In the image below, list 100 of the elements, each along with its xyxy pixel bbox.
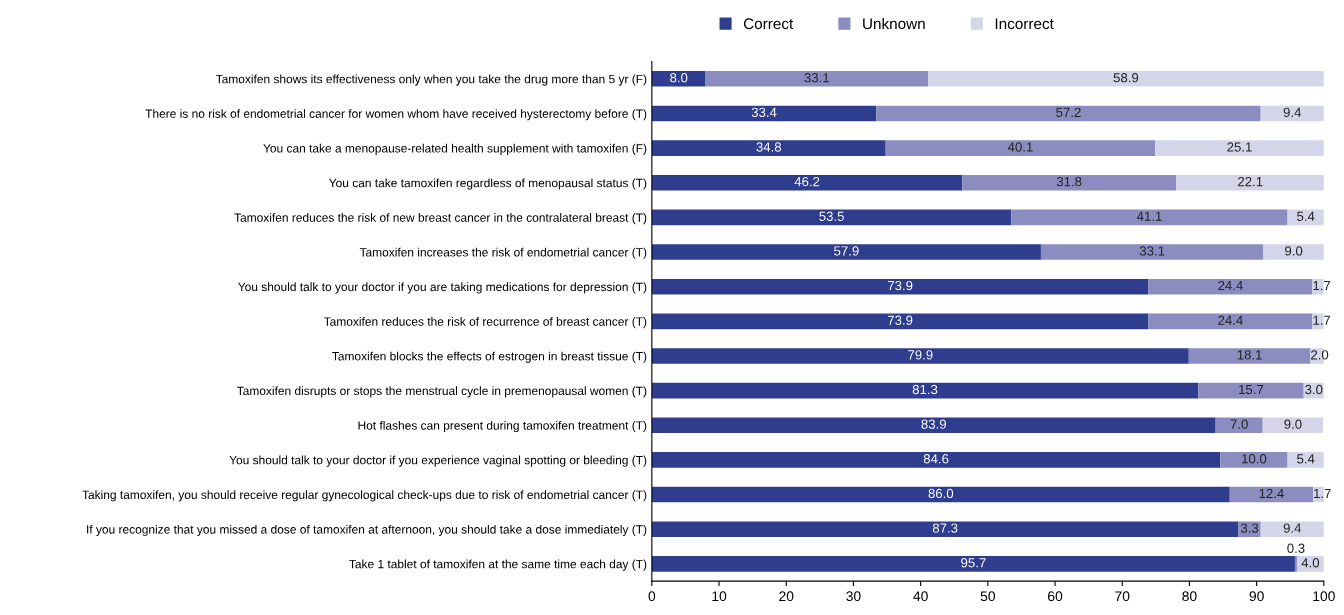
data-label: 46.2 (794, 176, 820, 187)
bar (1148, 278, 1313, 295)
data-label: 25.1 (1227, 142, 1252, 152)
y-tick-label: Tamoxifen blocks the effects of estrogen in breast tissue (T) (332, 351, 647, 363)
bar (651, 174, 963, 191)
x-tick-label: 50 (980, 591, 996, 602)
bar (1215, 417, 1263, 434)
y-tick-label: Tamoxifen shows its effectiveness only when you take the drug more than 5 yr (F) (215, 74, 647, 86)
bar (1287, 452, 1324, 468)
bar (1262, 417, 1324, 434)
x-tick-label: 10 (712, 591, 727, 602)
bar (885, 140, 1156, 156)
legend-label: Correct (743, 18, 794, 30)
bar (651, 486, 1230, 503)
data-label: 73.9 (887, 315, 913, 325)
data-label: 1.7 (1313, 281, 1331, 291)
x-tick-label: 90 (1249, 591, 1264, 602)
bar (651, 71, 706, 87)
bar (651, 417, 1216, 434)
bar (1229, 486, 1314, 503)
y-tick-label: Hot flashes can present during tamoxifen treatment (T) (358, 420, 647, 433)
y-tick-label: You should talk to your doctor if you experience vaginal spotting or bleeding (T) (229, 455, 647, 467)
y-tick-label: You should talk to your doctor if you are taking medications for depression (T) (238, 282, 647, 294)
data-label: 9.4 (1283, 523, 1302, 533)
bar (1263, 244, 1324, 260)
bar (651, 382, 1199, 399)
data-label: 12.4 (1259, 488, 1284, 498)
data-label: 34.8 (756, 142, 782, 152)
data-label: 57.2 (1056, 107, 1081, 118)
bar (1155, 140, 1324, 156)
bar (1188, 348, 1311, 364)
data-label: 18.1 (1237, 350, 1262, 360)
y-tick-label: Tamoxifen reduces the risk of new breast cancer in the contralateral breast (T) (234, 213, 647, 225)
bar (876, 105, 1261, 122)
data-label: 33.1 (804, 73, 830, 83)
bar (651, 521, 1239, 537)
data-label: 83.9 (921, 419, 946, 429)
data-label: 9.4 (1283, 107, 1302, 118)
data-label: 73.9 (887, 280, 913, 291)
data-label: 87.3 (932, 523, 958, 533)
bar (1238, 521, 1261, 537)
y-tick-label: Taking tamoxifen, you should receive regular gynecological check-ups due to risk of endometrial cancer (T) (82, 490, 647, 502)
bar (651, 244, 1041, 260)
y-tick-label: Tamoxifen increases the risk of endometrial cancer (T) (359, 247, 647, 259)
bar (651, 140, 886, 156)
bar (962, 174, 1176, 191)
data-label: 0.3 (1287, 543, 1305, 553)
data-label: 53.5 (819, 211, 844, 221)
bar (1220, 452, 1288, 468)
data-label: 1.7 (1314, 488, 1331, 498)
x-tick-label: 80 (1182, 591, 1197, 602)
data-label: 3.3 (1240, 523, 1259, 533)
data-label: 24.4 (1218, 315, 1243, 325)
data-label: 15.7 (1239, 384, 1264, 395)
data-label: 84.6 (923, 454, 949, 464)
bar (651, 209, 1012, 226)
x-tick-label: 100 (1313, 591, 1335, 602)
bar (1176, 174, 1324, 191)
data-label: 58.9 (1113, 73, 1139, 83)
bar (1260, 521, 1324, 537)
y-tick-label: You can take tamoxifen regardless of menopausal status (T) (329, 178, 647, 190)
x-tick-label: 20 (779, 591, 794, 602)
data-label: 40.1 (1007, 142, 1033, 152)
x-tick-label: 30 (846, 591, 861, 602)
data-label: 33.1 (1139, 246, 1165, 256)
legend-label: Unknown (863, 17, 925, 30)
data-label: 81.3 (912, 384, 938, 395)
data-label: 22.1 (1238, 176, 1263, 187)
legend-label: Incorrect (995, 18, 1054, 30)
y-tick-label: If you recognize that you missed a dose of tamoxifen at afternoon, you should take a dose immediately (T) (87, 524, 647, 537)
y-tick-label: Take 1 tablet of tamoxifen at the same time each day (T) (349, 559, 647, 571)
bar (651, 556, 1295, 572)
x-tick-label: 70 (1115, 591, 1130, 602)
data-label: 3.0 (1305, 384, 1323, 395)
data-label: 86.0 (928, 488, 954, 499)
data-label: 33.4 (751, 107, 777, 118)
data-label: 4.0 (1301, 558, 1320, 568)
data-label: 2.0 (1311, 350, 1329, 360)
data-label: 9.0 (1284, 419, 1302, 429)
bar (705, 71, 929, 87)
data-label: 24.4 (1218, 280, 1243, 291)
bar (651, 105, 877, 122)
bar (651, 452, 1221, 468)
y-tick-label: Tamoxifen disrupts or stops the menstrual cycle in premenopausal women (T) (237, 386, 647, 398)
bar (1011, 209, 1288, 226)
data-label: 9.0 (1285, 246, 1303, 256)
data-label: 41.1 (1136, 211, 1162, 221)
data-label: 1.7 (1313, 315, 1331, 325)
y-tick-label: You can take a menopause-related health supplement with tamoxifen (F) (263, 143, 647, 155)
bar (1040, 244, 1264, 260)
data-label: 5.4 (1297, 454, 1315, 464)
y-tick-label: Tamoxifen reduces the risk of recurrence of breast cancer (T) (323, 317, 647, 329)
x-tick-label: 40 (913, 591, 928, 602)
bar (1198, 382, 1304, 399)
bar (651, 278, 1149, 295)
bar (1148, 313, 1313, 330)
bar (928, 71, 1324, 87)
data-label: 10.0 (1242, 454, 1267, 464)
data-label: 57.9 (834, 246, 859, 256)
data-label: 79.9 (908, 350, 933, 360)
